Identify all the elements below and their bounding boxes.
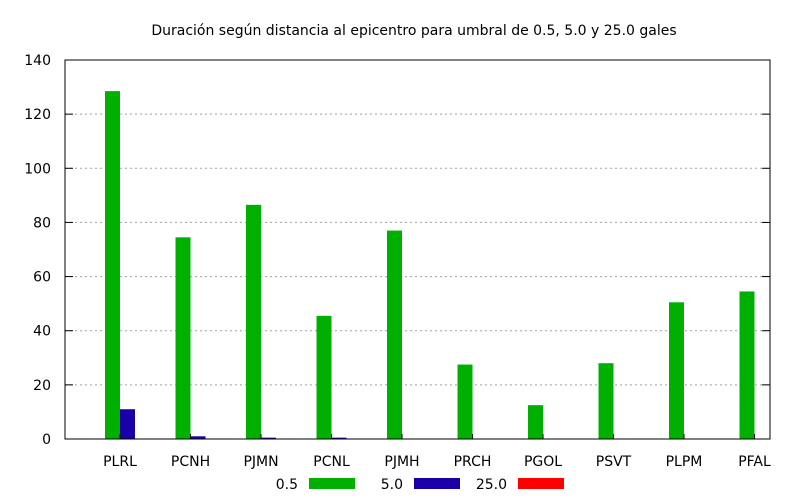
y-tick-label: 120 <box>24 107 51 123</box>
x-tick-label: PJMN <box>243 454 278 470</box>
legend-label: 0.5 <box>276 477 298 493</box>
x-tick-label: PSVT <box>596 454 632 470</box>
bar-pgol-0.5 <box>528 405 543 439</box>
x-tick-label: PFAL <box>738 454 771 470</box>
x-tick-label: PRCH <box>454 454 492 470</box>
x-tick-label: PGOL <box>524 454 562 470</box>
bar-pcnh-5.0 <box>190 436 206 439</box>
bar-pjmh-0.5 <box>387 230 402 439</box>
y-tick-label: 100 <box>24 161 51 177</box>
bar-pcnh-0.5 <box>175 237 191 439</box>
bar-psvt-0.5 <box>598 363 614 439</box>
bar-plpm-0.5 <box>669 302 684 439</box>
bar-pjmn-5.0 <box>261 437 276 439</box>
bar-pcnl-5.0 <box>331 437 347 439</box>
chart-title: Duración según distancia al epicentro pa… <box>151 23 676 39</box>
bar-prch-0.5 <box>457 364 473 439</box>
x-tick-label: PLPM <box>666 454 703 470</box>
grid-lines <box>65 113 770 386</box>
plot-frame <box>64 59 771 440</box>
y-tick-label: 20 <box>33 378 51 394</box>
y-axis-ticks: 0 20 40 60 80 100 120 140 <box>24 53 770 448</box>
bars <box>105 91 755 439</box>
y-tick-label: 0 <box>42 432 51 448</box>
legend-swatch <box>414 478 460 489</box>
bar-pcnl-0.5 <box>316 315 332 439</box>
x-tick-label: PCNH <box>171 454 210 470</box>
bar-pfal-0.5 <box>739 291 755 439</box>
legend-label: 5.0 <box>381 477 403 493</box>
y-tick-label: 80 <box>33 215 51 231</box>
x-axis-ticks: PLRL PCNH PJMN PCNL PJMH PRCH PGOL PSVT PLPM PFAL <box>103 434 771 470</box>
x-tick-label: PLRL <box>103 454 137 470</box>
y-tick-label: 140 <box>24 53 51 69</box>
x-tick-label: PCNL <box>313 454 350 470</box>
y-tick-label: 40 <box>33 324 51 340</box>
legend: 0.5 5.0 25.0 <box>276 477 564 493</box>
bar-plrl-5.0 <box>120 409 135 439</box>
legend-swatch <box>518 478 564 489</box>
x-tick-label: PJMH <box>384 454 419 470</box>
bar-plrl-0.5 <box>105 91 120 439</box>
bar-pjmn-0.5 <box>246 204 261 439</box>
legend-label: 25.0 <box>476 477 507 493</box>
y-tick-label: 60 <box>33 270 51 286</box>
legend-swatch <box>309 478 355 489</box>
